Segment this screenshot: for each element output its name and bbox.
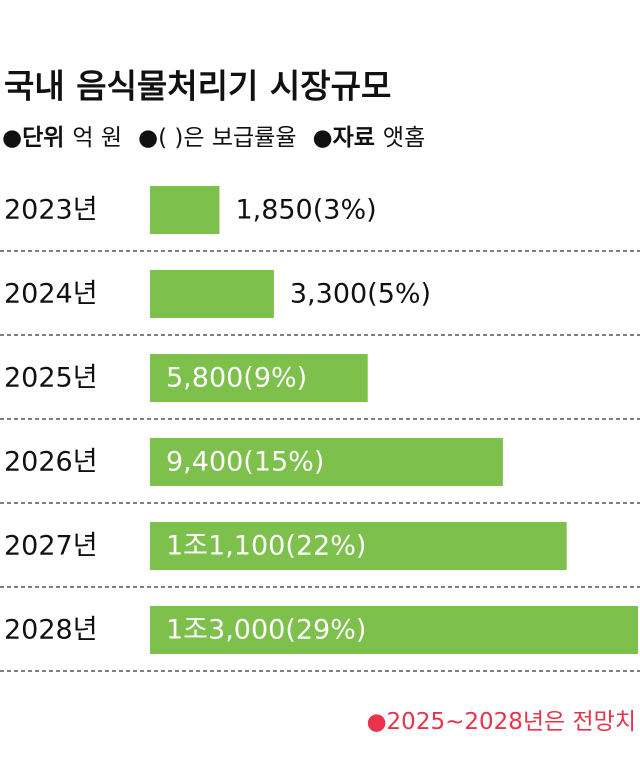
bullet: ● — [313, 125, 333, 151]
footnote-dot: ● — [366, 709, 386, 735]
value-label: 1조3,000(29%) — [166, 615, 366, 646]
bar — [150, 354, 368, 402]
bullet: ● — [2, 125, 22, 151]
bar — [150, 186, 220, 234]
paren-note: ( )은 보급률율 — [158, 125, 296, 151]
value-label: 1조1,100(22%) — [166, 531, 366, 562]
bar — [150, 270, 274, 318]
value-label: 9,400(15%) — [166, 447, 324, 478]
category-label: 2025년 — [4, 363, 98, 394]
footnote-text: 2025~2028년은 전망치 — [387, 709, 636, 735]
chart-title: 국내 음식물처리기 시장규모 — [4, 67, 391, 106]
category-label: 2026년 — [4, 447, 98, 478]
units-label: 단위 — [22, 125, 64, 151]
bar — [150, 522, 567, 570]
subtitle: ●단위 억 원 ●( )은 보급률율 ●자료 앳홈 — [2, 125, 425, 151]
bullet: ● — [138, 125, 158, 151]
category-label: 2024년 — [4, 279, 98, 310]
footnote: ●2025~2028년은 전망치 — [366, 709, 636, 735]
value-label: 3,300(5%) — [290, 279, 431, 310]
rows: 2023년 1,850(3%) 2024년 3,300(5%) 2025년 5,800(9… — [0, 186, 640, 672]
units: 억 원 — [72, 125, 122, 151]
source: 앳홈 — [383, 125, 425, 151]
source-label: 자료 — [333, 125, 375, 151]
category-label: 2027년 — [4, 531, 98, 562]
bar — [150, 606, 638, 654]
value-label: 1,850(3%) — [235, 195, 376, 226]
bar — [150, 438, 503, 486]
category-label: 2023년 — [4, 195, 98, 226]
value-label: 5,800(9%) — [166, 363, 307, 394]
category-label: 2028년 — [4, 615, 98, 646]
